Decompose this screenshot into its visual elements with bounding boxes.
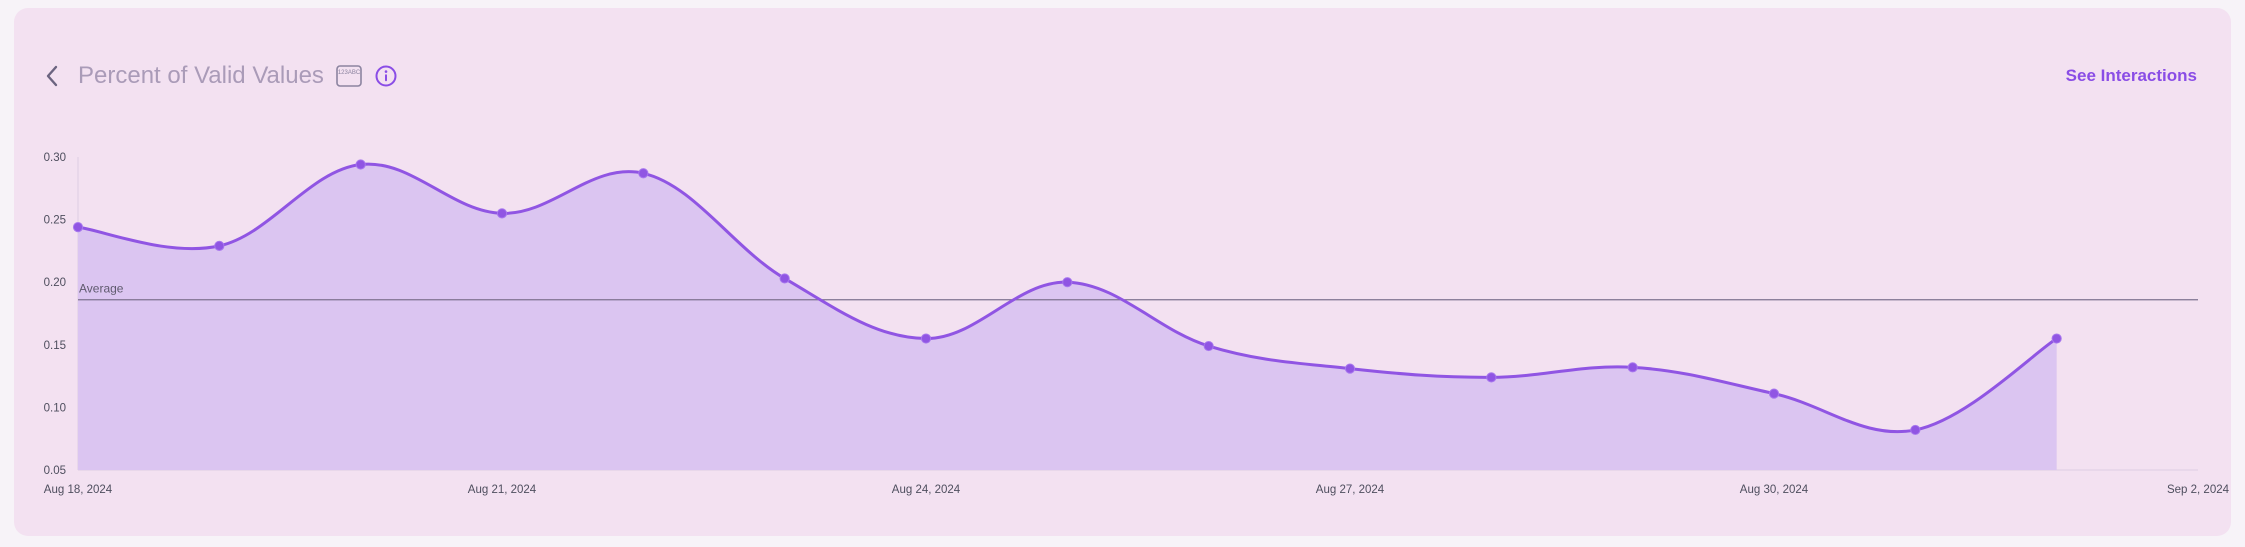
data-point (214, 240, 225, 251)
x-tick-label: Aug 18, 2024 (44, 484, 113, 496)
chevron-left-icon[interactable] (38, 62, 66, 90)
y-tick-label: 0.25 (44, 215, 66, 227)
average-label: Average (79, 282, 124, 296)
series-line (77, 162, 2058, 434)
x-tick-label: Aug 30, 2024 (1740, 484, 1809, 496)
data-point (920, 333, 932, 344)
data-point (1910, 424, 1921, 436)
data-point (1768, 388, 1780, 399)
data-point (1627, 362, 1638, 373)
data-point (355, 159, 366, 170)
chart-header: Percent of Valid Values 123ABC See Inter… (38, 56, 2197, 96)
type-icon-text: 123ABC (338, 70, 361, 76)
series-area (78, 164, 2057, 471)
title-group: Percent of Valid Values 123ABC (38, 62, 398, 90)
x-tick-label: Aug 27, 2024 (1316, 484, 1385, 496)
data-point (496, 208, 508, 219)
y-tick-label: 0.05 (44, 465, 66, 477)
data-point (1062, 277, 1073, 288)
y-tick-label: 0.30 (44, 152, 66, 164)
info-icon[interactable] (374, 64, 398, 88)
data-point (1344, 363, 1356, 374)
x-tick-label: Sep 2, 2024 (2167, 484, 2230, 496)
numeric-type-icon: 123ABC (336, 65, 362, 87)
y-tick-label: 0.10 (44, 402, 66, 414)
data-point (72, 222, 84, 233)
x-tick-label: Aug 24, 2024 (892, 484, 961, 496)
page-title: Percent of Valid Values (78, 62, 324, 89)
data-point (1486, 372, 1497, 383)
data-point (638, 168, 649, 179)
y-tick-label: 0.20 (44, 277, 66, 289)
x-tick-label: Aug 21, 2024 (468, 484, 537, 496)
data-point (2051, 333, 2062, 344)
y-tick-label: 0.15 (44, 340, 66, 352)
data-point (779, 273, 790, 284)
see-interactions-link[interactable]: See Interactions (2065, 66, 2197, 85)
data-point (1203, 340, 1214, 352)
